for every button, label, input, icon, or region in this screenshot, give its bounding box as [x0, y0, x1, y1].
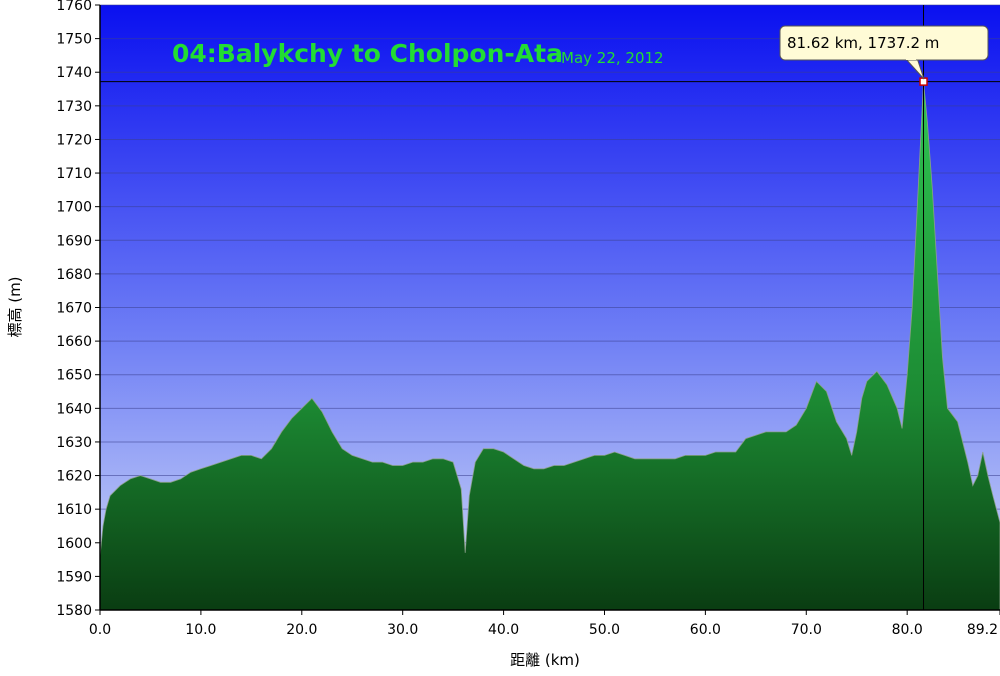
y-tick-label: 1760 [56, 0, 92, 14]
chart-subtitle: May 22, 2012 [561, 49, 664, 67]
y-tick-label: 1580 [56, 603, 92, 619]
y-tick-label: 1670 [56, 301, 92, 317]
x-tick-label: 20.0 [286, 622, 317, 638]
tooltip-text: 81.62 km, 1737.2 m [787, 34, 939, 52]
y-tick-label: 1610 [56, 502, 92, 518]
y-tick-label: 1720 [56, 132, 92, 148]
elevation-area [99, 81, 1000, 611]
y-tick-label: 1600 [56, 536, 92, 552]
x-tick-label: 30.0 [387, 622, 418, 638]
y-tick-label: 1700 [56, 200, 92, 216]
x-tick-label: 60.0 [690, 622, 721, 638]
x-tick-label: 50.0 [589, 622, 620, 638]
y-axis-title: 標高 (m) [6, 276, 24, 337]
y-tick-label: 1640 [56, 401, 92, 417]
x-tick-label: 40.0 [488, 622, 519, 638]
x-tick-label: 80.0 [892, 622, 923, 638]
y-tick-label: 1620 [56, 469, 92, 485]
tick-labels: 1580 1590 1600 1610 1620 1630 1640 1650 1660 1670… [56, 0, 1000, 638]
x-tick-label: 10.0 [185, 622, 216, 638]
y-tick-label: 1680 [56, 267, 92, 283]
tooltip: 81.62 km, 1737.2 m [779, 25, 989, 80]
y-tick-label: 1660 [56, 334, 92, 350]
y-tick-label: 1750 [56, 32, 92, 48]
tooltip-box [779, 25, 989, 61]
x-axis-title: 距離 (km) [510, 651, 580, 669]
y-tick-label: 1590 [56, 569, 92, 585]
x-tick-label: 89.2 [967, 622, 998, 638]
y-tick-label: 1650 [56, 368, 92, 384]
chart-title: 04:Balykchy to Cholpon-Ata [172, 39, 563, 68]
y-tick-label: 1710 [56, 166, 92, 182]
y-tick-label: 1740 [56, 65, 92, 81]
y-tick-label: 1630 [56, 435, 92, 451]
x-tick-label: 70.0 [791, 622, 822, 638]
y-tick-label: 1690 [56, 233, 92, 249]
y-tick-label: 1730 [56, 99, 92, 115]
x-tick-label: 0.0 [89, 622, 111, 638]
